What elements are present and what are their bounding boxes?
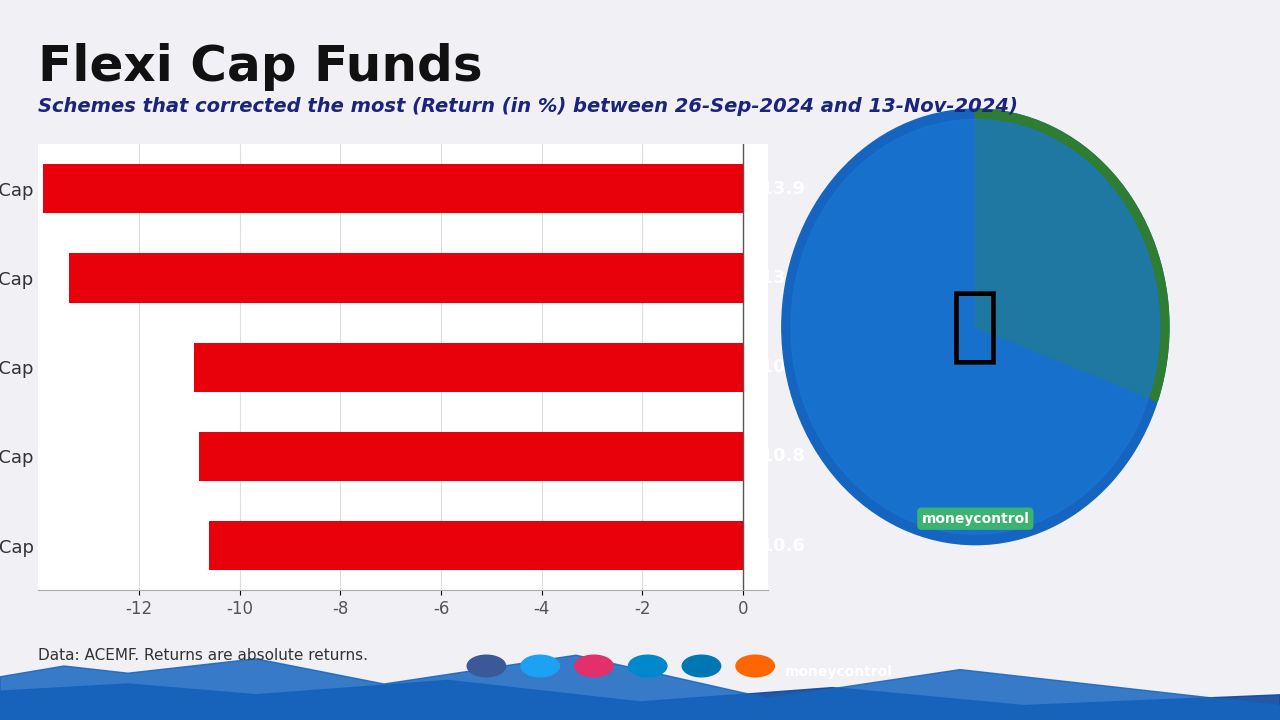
Bar	[200, 432, 742, 481]
Text: -13.4: -13.4	[753, 269, 805, 287]
Bar	[69, 253, 742, 302]
Polygon shape	[0, 680, 1280, 720]
Circle shape	[782, 109, 1169, 544]
Text: Flexi Cap Funds: Flexi Cap Funds	[38, 43, 483, 91]
Text: Schemes that corrected the most (Return (in %) between 26-Sep-2024 and 13-Nov-20: Schemes that corrected the most (Return …	[38, 97, 1019, 116]
Wedge shape	[975, 109, 1169, 401]
Text: -13.9: -13.9	[753, 180, 805, 198]
Polygon shape	[0, 655, 1280, 720]
Text: -10.9: -10.9	[753, 359, 805, 376]
Bar	[195, 343, 742, 392]
Text: -10.8: -10.8	[753, 447, 805, 465]
Text: moneycontrol: moneycontrol	[785, 665, 892, 679]
Text: 🪙: 🪙	[950, 287, 1001, 367]
Bar	[44, 164, 742, 213]
Text: -10.6: -10.6	[753, 536, 805, 554]
Text: moneycontrol: moneycontrol	[922, 512, 1029, 526]
Bar	[210, 521, 742, 570]
Text: Data: ACEMF. Returns are absolute returns.: Data: ACEMF. Returns are absolute return…	[38, 648, 369, 663]
Circle shape	[791, 120, 1160, 534]
